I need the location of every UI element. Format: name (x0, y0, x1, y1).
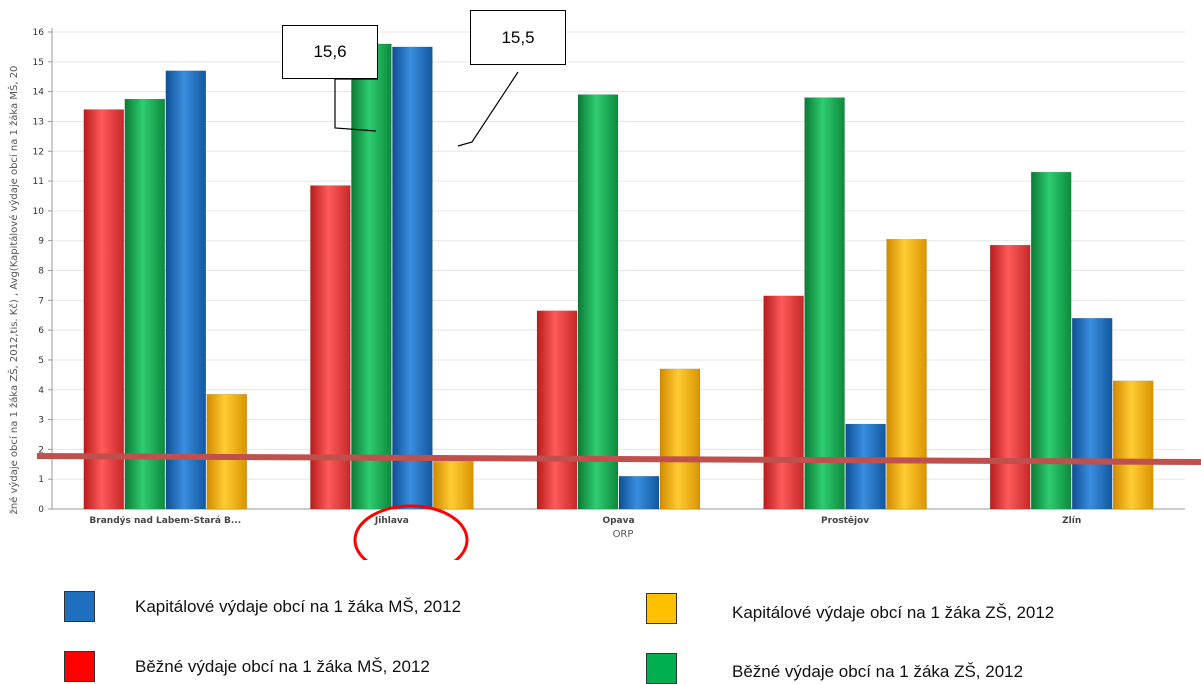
legend-swatch-red (64, 651, 95, 682)
bar-4-jihlava (433, 461, 474, 510)
bar-3-opava (618, 475, 660, 510)
y-tick-label: 2 (38, 445, 44, 455)
bar-4-opava (659, 368, 701, 510)
x-tick-label: Zlín (1062, 516, 1081, 526)
y-axis-label: žné výdaje obcí na 1 žáka ZŠ, 2012,tis. … (7, 66, 20, 515)
bar-4-prost-jov (886, 238, 927, 510)
bar-2-prost-jov (804, 97, 845, 510)
bar-3-brand-s-nad-labem-star-b (165, 70, 207, 510)
callout-box-left: 15,6 (282, 25, 378, 79)
y-tick-label: 16 (33, 28, 45, 38)
callout-box-right: 15,5 (470, 10, 566, 65)
bars (83, 43, 1154, 510)
legend-label: Kapitálové výdaje obcí na 1 žáka MŠ, 201… (135, 596, 462, 616)
bar-2-jihlava (351, 43, 392, 510)
bar-1-prost-jov (763, 295, 804, 510)
bar-4-brand-s-nad-labem-star-b (206, 393, 248, 510)
y-tick-label: 14 (33, 88, 45, 98)
y-tick-label: 1 (38, 475, 44, 485)
x-axis-label: ORP (613, 529, 634, 540)
bar-3-zl-n (1071, 317, 1113, 510)
bar-2-zl-n (1030, 171, 1072, 510)
x-tick-label: Opava (602, 516, 634, 526)
annotations (36, 71, 1201, 560)
legend-item-bez-ms: Běžné výdaje obcí na 1 žáka MŠ, 2012 (64, 651, 430, 682)
bar-3-jihlava (392, 46, 433, 510)
bar-1-brand-s-nad-labem-star-b (83, 109, 125, 510)
y-tick-label: 11 (33, 177, 44, 187)
legend-swatch-green (646, 653, 677, 684)
legend-item-kap-zs: Kapitálové výdaje obcí na 1 žáka ZŠ, 201… (646, 593, 1054, 624)
bar-1-opava (536, 310, 578, 510)
y-tick-label: 5 (38, 356, 44, 366)
y-tick-label: 9 (38, 237, 44, 247)
legend-label: Kapitálové výdaje obcí na 1 žáka ZŠ, 201… (732, 602, 1055, 622)
y-tick-label: 6 (38, 326, 44, 336)
y-tick-label: 13 (33, 117, 44, 127)
gridlines (52, 31, 1185, 480)
reference-line (36, 453, 1201, 465)
bar-4-zl-n (1112, 380, 1154, 510)
bar-3-prost-jov (845, 423, 886, 510)
legend-swatch-yellow (646, 593, 677, 624)
legend-label: Běžné výdaje obcí na 1 žáka ZŠ, 2012 (732, 661, 1024, 681)
callout-leader-right (457, 71, 519, 147)
legend-item-bez-zs: Běžné výdaje obcí na 1 žáka ZŠ, 2012 (646, 653, 1023, 684)
x-tick-label: Jihlava (374, 516, 409, 526)
bar-2-brand-s-nad-labem-star-b (124, 98, 166, 510)
bar-2-opava (577, 94, 619, 510)
bar-1-zl-n (989, 244, 1031, 510)
legend-item-kap-ms: Kapitálové výdaje obcí na 1 žáka MŠ, 201… (64, 591, 461, 622)
y-tick-label: 15 (33, 58, 44, 68)
y-tick-label: 12 (33, 147, 44, 157)
y-tick-label: 8 (38, 267, 44, 277)
y-tick-label: 0 (38, 505, 44, 515)
highlight-circle (353, 504, 469, 560)
legend-swatch-blue (64, 591, 95, 622)
y-tick-label: 7 (38, 296, 44, 306)
legend-label: Běžné výdaje obcí na 1 žáka MŠ, 2012 (135, 656, 430, 676)
y-tick-label: 4 (38, 386, 44, 396)
x-tick-label: Brandýs nad Labem-Stará B... (89, 516, 241, 526)
y-tick-label: 10 (33, 207, 45, 217)
callout-leader-left (334, 78, 378, 132)
y-tick-label: 3 (38, 416, 44, 426)
x-tick-label: Prostějov (821, 515, 869, 526)
